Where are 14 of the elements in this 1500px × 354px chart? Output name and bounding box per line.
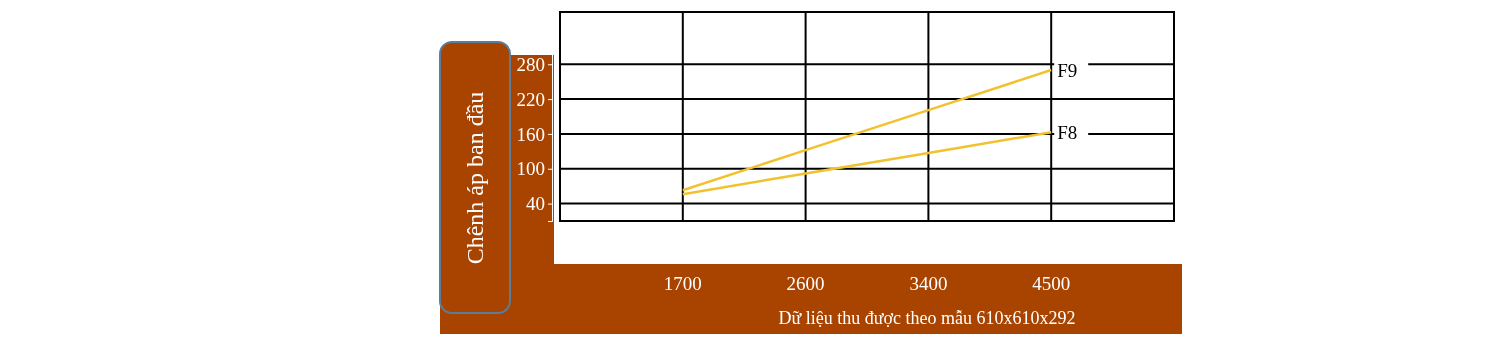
- y-tick-label: 220: [516, 88, 545, 110]
- series-label: F8: [1057, 121, 1078, 143]
- series-label: F9: [1057, 59, 1078, 81]
- y-tick-label: 40: [526, 193, 545, 215]
- y-axis-title: Chênh áp ban đầu: [462, 91, 488, 265]
- x-tick-label: 1700: [663, 273, 702, 294]
- x-tick-label: 3400: [909, 273, 948, 294]
- line-series: [681, 68, 1053, 192]
- y-tick-label: 160: [516, 123, 545, 145]
- x-tick-label: 4500: [1032, 273, 1071, 294]
- x-tick-label: 2600: [786, 273, 825, 294]
- y-tick-label: 100: [516, 158, 545, 180]
- x-axis-title: Dữ liệu thu được theo mẫu 610x610x292: [778, 308, 1076, 328]
- y-tick-label: 280: [516, 53, 545, 75]
